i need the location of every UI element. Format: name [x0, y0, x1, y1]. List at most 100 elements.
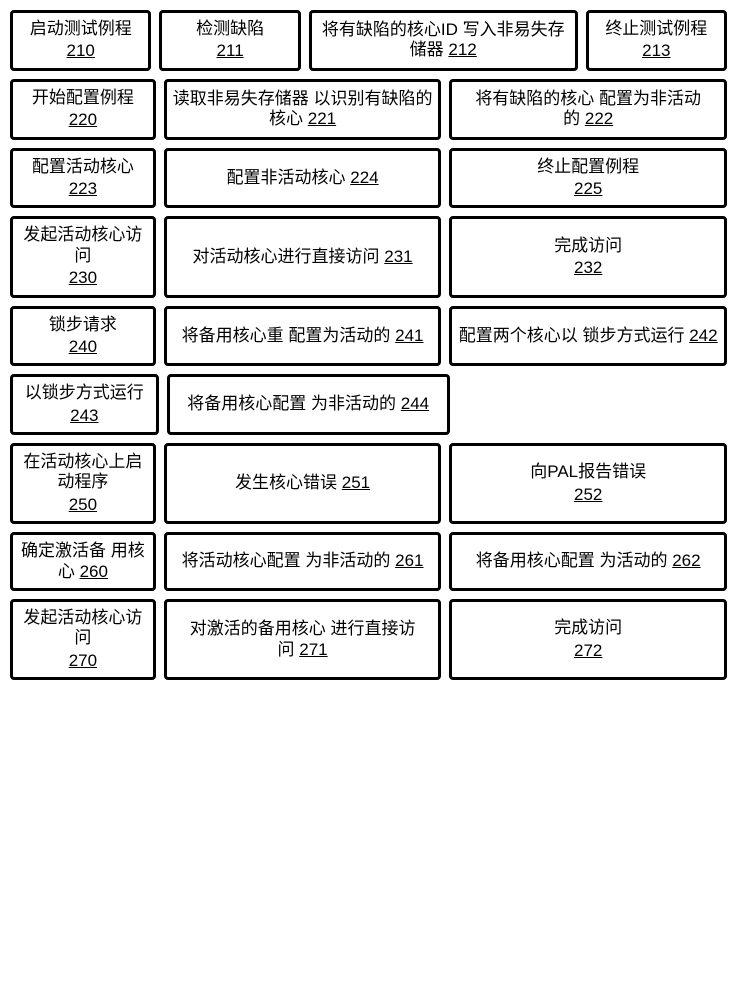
box-label: 读取非易失存储器 以识别有缺陷的核心	[173, 89, 433, 128]
flow-box: 开始配置例程220	[10, 79, 156, 140]
box-inner: 将有缺陷的核心 配置为非活动的 222	[456, 89, 720, 130]
box-label: 将备用核心重 配置为活动的	[182, 326, 395, 345]
box-number: 221	[308, 109, 336, 128]
box-number: 271	[299, 640, 327, 659]
box-inner: 配置两个核心以 锁步方式运行 242	[459, 326, 718, 346]
box-number: 224	[350, 168, 378, 187]
flowchart: 启动测试例程210检测缺陷211将有缺陷的核心ID 写入非易失存储器 212终止…	[10, 10, 727, 680]
flow-box: 启动测试例程210	[10, 10, 151, 71]
box-number: 272	[574, 641, 602, 661]
flow-box: 读取非易失存储器 以识别有缺陷的核心 221	[164, 79, 442, 140]
flow-box: 发起活动核心访问230	[10, 216, 156, 297]
box-number: 213	[642, 41, 670, 61]
box-label: 终止测试例程	[605, 19, 707, 39]
flow-box: 配置活动核心223	[10, 148, 156, 209]
flow-row: 发起活动核心访问230 对活动核心进行直接访问 231 完成访问232	[10, 216, 727, 297]
flow-box: 将有缺陷的核心 配置为非活动的 222	[449, 79, 727, 140]
box-label: 向PAL报告错误	[530, 462, 646, 482]
box-number: 222	[585, 109, 613, 128]
flow-box: 以锁步方式运行 243	[10, 374, 159, 435]
box-inner: 读取非易失存储器 以识别有缺陷的核心 221	[171, 89, 435, 130]
flow-box: 发生核心错误 251	[164, 443, 442, 524]
box-label: 终止配置例程	[537, 157, 639, 177]
flow-box: 将备用核心重 配置为活动的 241	[164, 306, 442, 367]
box-number: 262	[672, 551, 700, 570]
box-inner: 配置非活动核心 224	[227, 168, 379, 188]
box-label: 在活动核心上启动程序	[17, 452, 149, 493]
box-number: 240	[69, 337, 97, 357]
flow-box: 发起活动核心访问270	[10, 599, 156, 680]
box-inner: 发生核心错误 251	[235, 473, 370, 493]
box-number: 241	[395, 326, 423, 345]
box-number: 242	[689, 326, 717, 345]
flow-box: 将备用核心配置 为活动的 262	[449, 532, 727, 591]
spacer	[458, 374, 727, 435]
flow-box: 完成访问 272	[449, 599, 727, 680]
box-label: 检测缺陷	[196, 19, 264, 39]
box-inner: 将备用核心重 配置为活动的 241	[182, 326, 424, 346]
box-label: 对活动核心进行直接访问	[193, 247, 385, 266]
box-label: 发起活动核心访问	[17, 608, 149, 649]
box-inner: 将备用核心配置 为非活动的 244	[187, 394, 429, 414]
box-inner: 对活动核心进行直接访问 231	[193, 247, 413, 267]
flow-box: 将活动核心配置 为非活动的 261	[164, 532, 442, 591]
box-number: 252	[574, 485, 602, 505]
box-number: 223	[69, 179, 97, 199]
box-inner: 将活动核心配置 为非活动的 261	[182, 551, 424, 571]
box-label: 开始配置例程	[32, 88, 134, 108]
flow-box: 对活动核心进行直接访问 231	[164, 216, 442, 297]
box-inner: 对激活的备用核心 进行直接访问 271	[171, 619, 435, 660]
box-label: 启动测试例程	[30, 19, 132, 39]
box-number: 232	[574, 258, 602, 278]
flow-box: 配置非活动核心 224	[164, 148, 442, 209]
box-number: 243	[70, 406, 98, 426]
flow-box: 将备用核心配置 为非活动的 244	[167, 374, 450, 435]
box-number: 225	[574, 179, 602, 199]
box-number: 261	[395, 551, 423, 570]
box-number: 230	[69, 268, 97, 288]
box-number: 251	[342, 473, 370, 492]
box-inner: 将备用核心配置 为活动的 262	[476, 551, 701, 571]
box-number: 250	[69, 495, 97, 515]
box-label: 配置非活动核心	[227, 168, 351, 187]
box-label: 完成访问	[554, 618, 622, 638]
box-number: 210	[67, 41, 95, 61]
flow-box: 终止测试例程213	[586, 10, 727, 71]
box-label: 将备用核心配置 为非活动的	[187, 394, 400, 413]
flow-box: 对激活的备用核心 进行直接访问 271	[164, 599, 442, 680]
flow-row: 配置活动核心223 配置非活动核心 224 终止配置例程225	[10, 148, 727, 209]
flow-box: 检测缺陷211	[159, 10, 300, 71]
flow-box: 锁步请求240	[10, 306, 156, 367]
box-label: 完成访问	[554, 236, 622, 256]
box-number: 270	[69, 651, 97, 671]
box-number: 220	[69, 110, 97, 130]
box-label: 将活动核心配置 为非活动的	[182, 551, 395, 570]
flow-box: 将有缺陷的核心ID 写入非易失存储器 212	[309, 10, 578, 71]
flow-row: 发起活动核心访问270 对激活的备用核心 进行直接访问 271 完成访问 272	[10, 599, 727, 680]
flow-box: 向PAL报告错误 252	[449, 443, 727, 524]
flow-box: 终止配置例程225	[449, 148, 727, 209]
flow-row: 锁步请求240 将备用核心重 配置为活动的 241 配置两个核心以 锁步方式运行 2…	[10, 306, 727, 367]
box-label: 发生核心错误	[235, 473, 342, 492]
box-inner: 将有缺陷的核心ID 写入非易失存储器 212	[316, 20, 571, 61]
box-number: 211	[217, 41, 244, 61]
flow-row: 在活动核心上启动程序250 发生核心错误 251 向PAL报告错误 252	[10, 443, 727, 524]
box-label: 配置两个核心以 锁步方式运行	[459, 326, 689, 345]
box-number: 212	[448, 40, 476, 59]
flow-box: 在活动核心上启动程序250	[10, 443, 156, 524]
box-label: 锁步请求	[49, 315, 117, 335]
flow-box: 完成访问232	[449, 216, 727, 297]
box-inner: 确定激活备 用核心 260	[17, 541, 149, 582]
flow-box: 配置两个核心以 锁步方式运行 242	[449, 306, 727, 367]
box-label: 配置活动核心	[32, 157, 134, 177]
box-label: 发起活动核心访问	[17, 225, 149, 266]
box-number: 231	[384, 247, 412, 266]
flow-row: 确定激活备 用核心 260 将活动核心配置 为非活动的 261 将备用核心配置 为活…	[10, 532, 727, 591]
flow-row: 以锁步方式运行 243 将备用核心配置 为非活动的 244	[10, 374, 727, 435]
box-label: 以锁步方式运行	[25, 383, 144, 403]
box-label: 将备用核心配置 为活动的	[476, 551, 672, 570]
flow-row: 启动测试例程210检测缺陷211将有缺陷的核心ID 写入非易失存储器 212终止…	[10, 10, 727, 71]
flow-row: 开始配置例程220 读取非易失存储器 以识别有缺陷的核心 221 将有缺陷的核心 配…	[10, 79, 727, 140]
box-number: 260	[80, 562, 108, 581]
box-number: 244	[401, 394, 429, 413]
